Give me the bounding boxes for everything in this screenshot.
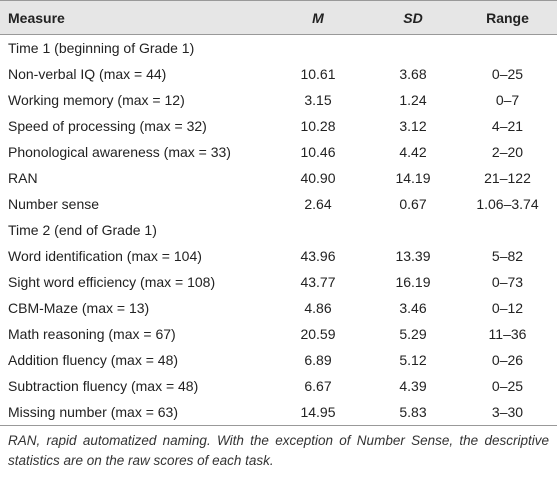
data-row: Addition fluency (max = 48) 6.89 5.12 0–26: [0, 347, 557, 373]
cell: 14.19: [395, 170, 431, 186]
cell: 6.89: [304, 352, 332, 368]
cell: 43.96: [300, 248, 336, 264]
cell: 5.12: [399, 352, 427, 368]
cell: 3.15: [304, 92, 332, 108]
table-body: Time 1 (beginning of Grade 1) Non-verbal …: [0, 35, 557, 426]
data-row: Non-verbal IQ (max = 44) 10.61 3.68 0–25: [0, 61, 557, 87]
section-title: Time 1 (beginning of Grade 1): [8, 40, 195, 56]
cell: Phonological awareness (max = 33): [8, 144, 231, 160]
cell: 10.28: [300, 118, 336, 134]
cell: 0–25: [491, 66, 524, 82]
cell: 43.77: [300, 274, 336, 290]
cell: Speed of processing (max = 32): [8, 118, 207, 134]
data-row: Phonological awareness (max = 33) 10.46 4.…: [0, 139, 557, 165]
cell: 3.68: [399, 66, 427, 82]
data-row: Word identification (max = 104) 43.96 13.3…: [0, 243, 557, 269]
cell: Working memory (max = 12): [8, 92, 185, 108]
cell: 0–73: [491, 274, 524, 290]
cell: 10.61: [300, 66, 336, 82]
cell: 0–12: [491, 300, 524, 316]
header-cell: Range: [458, 0, 557, 35]
cell: 5.83: [399, 404, 427, 420]
data-row: Number sense 2.64 0.67 1.06–3.74: [0, 191, 557, 217]
cell: RAN: [8, 170, 38, 186]
footnote: RAN, rapid automatized naming. With the …: [8, 433, 549, 468]
cell: 4.42: [399, 144, 427, 160]
data-row: Math reasoning (max = 67) 20.59 5.29 11–36: [0, 321, 557, 347]
cell: 6.67: [304, 378, 332, 394]
header-cell: Measure: [0, 0, 268, 35]
cell: Subtraction fluency (max = 48): [8, 378, 199, 394]
data-row: RAN 40.90 14.19 21–122: [0, 165, 557, 191]
data-row: CBM-Maze (max = 13) 4.86 3.46 0–12: [0, 295, 557, 321]
cell: 4–21: [491, 118, 524, 134]
cell: 1.24: [399, 92, 427, 108]
cell: 5–82: [491, 248, 524, 264]
cell: 0–7: [495, 92, 520, 108]
cell: 21–122: [484, 170, 531, 186]
header-cell: SD: [368, 0, 458, 35]
data-row: Working memory (max = 12) 3.15 1.24 0–7: [0, 87, 557, 113]
cell: 11–36: [488, 326, 527, 342]
cell: 0–25: [491, 378, 524, 394]
cell: Word identification (max = 104): [8, 248, 202, 264]
cell: 5.29: [399, 326, 427, 342]
cell: 3.12: [399, 118, 427, 134]
section-title: Time 2 (end of Grade 1): [8, 222, 157, 238]
cell: 2.64: [304, 196, 332, 212]
data-row: Speed of processing (max = 32) 10.28 3.12 4…: [0, 113, 557, 139]
cell: 2–20: [491, 144, 524, 160]
header-row: Measure M SD Range: [0, 0, 557, 35]
cell: 0.67: [399, 196, 427, 212]
data-row: Subtraction fluency (max = 48) 6.67 4.39 0–…: [0, 373, 557, 399]
cell: CBM-Maze (max = 13): [8, 300, 150, 316]
cell: 3.46: [399, 300, 427, 316]
cell: 14.95: [300, 404, 336, 420]
cell: Non-verbal IQ (max = 44): [8, 66, 167, 82]
cell: 40.90: [300, 170, 336, 186]
header-cell: M: [268, 0, 368, 35]
cell: 20.59: [300, 326, 336, 342]
cell: 13.39: [395, 248, 431, 264]
cell: 0–26: [491, 352, 524, 368]
cell: Missing number (max = 63): [8, 404, 179, 420]
cell: 16.19: [395, 274, 431, 290]
cell: 3–30: [491, 404, 524, 420]
cell: Addition fluency (max = 48): [8, 352, 179, 368]
section-row: Time 2 (end of Grade 1): [0, 217, 557, 243]
cell: Math reasoning (max = 67): [8, 326, 176, 342]
stats-table: Measure M SD Range Time 1 (beginning of Gra…: [0, 0, 557, 426]
data-row: Missing number (max = 63) 14.95 5.83 3–30: [0, 399, 557, 426]
cell: 10.46: [300, 144, 336, 160]
cell: Number sense: [8, 196, 100, 212]
cell: 4.39: [399, 378, 427, 394]
data-row: Sight word efficiency (max = 108) 43.77 16…: [0, 269, 557, 295]
cell: Sight word efficiency (max = 108): [8, 274, 216, 290]
cell: 4.86: [304, 300, 332, 316]
cell: 1.06–3.74: [476, 196, 539, 212]
section-row: Time 1 (beginning of Grade 1): [0, 35, 557, 62]
